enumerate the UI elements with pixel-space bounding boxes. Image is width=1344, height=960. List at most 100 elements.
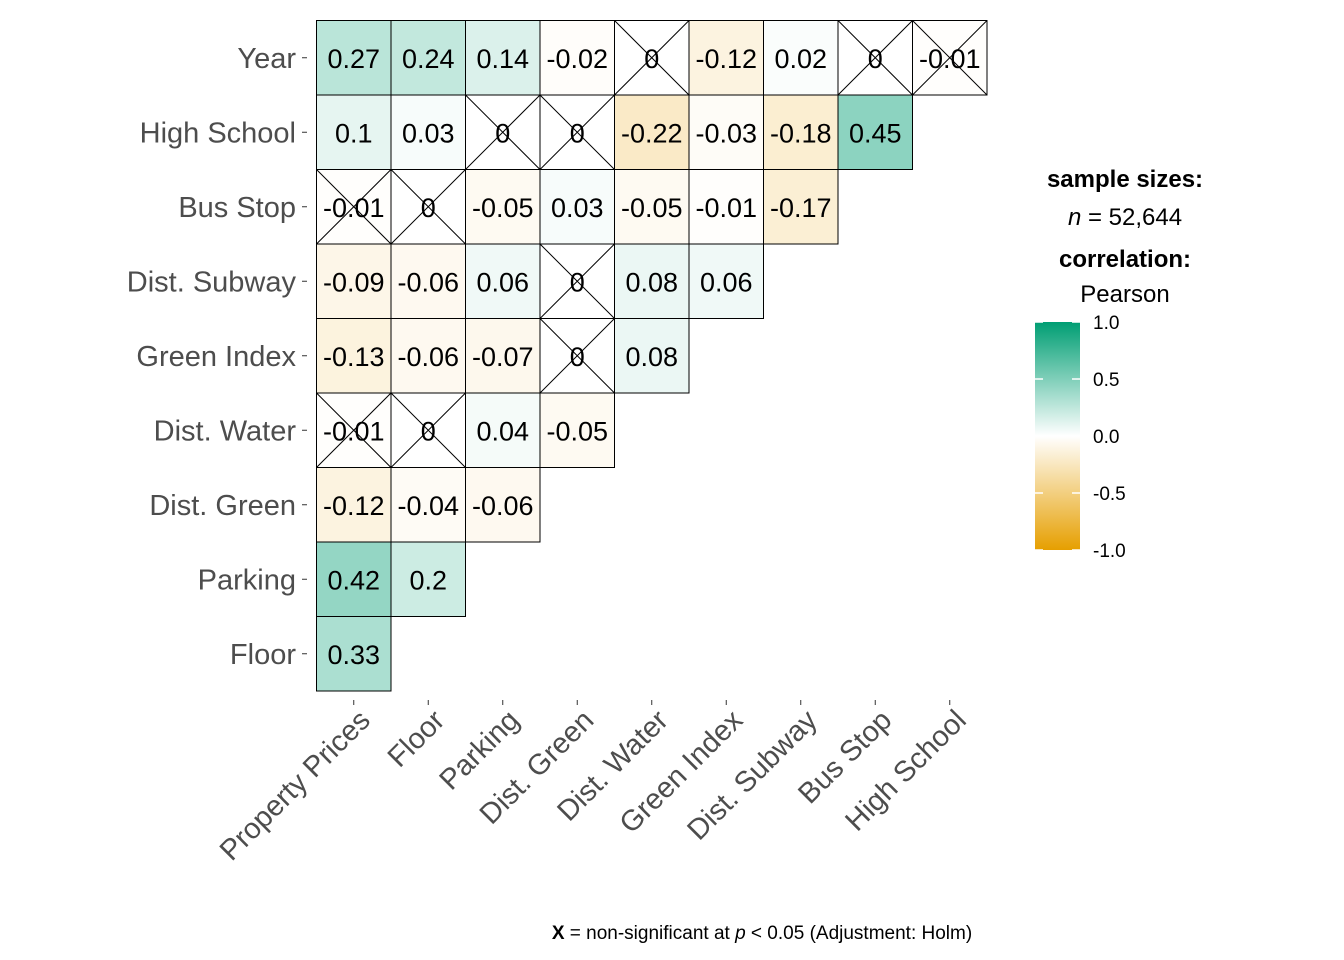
caption-text-2: < 0.05 (Adjustment: Holm) xyxy=(746,923,973,944)
cell-dist-green-parking: -0.06 xyxy=(465,467,541,543)
cell-value-label: -0.01 xyxy=(323,193,385,223)
cell-green-index-floor: -0.06 xyxy=(390,318,466,394)
heatmap-cell xyxy=(688,169,764,245)
cell-green-index-property-prices: -0.13 xyxy=(316,318,392,394)
cell-dist-water-floor: 0 xyxy=(390,392,466,468)
cell-year-floor: 0.24 xyxy=(390,20,466,96)
cell-year-green-index: -0.12 xyxy=(688,20,764,96)
legend-tick-label: 1.0 xyxy=(1093,313,1119,334)
x-tick-label: Property Prices xyxy=(214,704,377,867)
cell-value-label: -0.12 xyxy=(323,491,385,521)
non-significant-cross xyxy=(390,392,466,468)
cell-green-index-dist-water: 0.08 xyxy=(614,318,690,394)
cell-parking-floor: 0.2 xyxy=(390,541,466,617)
heatmap-cell xyxy=(465,318,541,394)
heatmap-cell xyxy=(763,20,839,96)
heatmap-cell xyxy=(688,20,764,96)
heatmap-cell xyxy=(465,169,541,245)
cell-dist-subway-dist-water: 0.08 xyxy=(614,243,690,319)
cell-year-property-prices: 0.27 xyxy=(316,20,392,96)
heatmap-cell xyxy=(614,318,690,394)
heatmap-cell xyxy=(390,541,466,617)
cell-value-label: 0.04 xyxy=(476,416,529,446)
cell-value-label: -0.01 xyxy=(323,416,385,446)
y-tick-label: Year xyxy=(237,43,296,75)
non-significant-cross xyxy=(837,20,913,96)
cell-dist-subway-floor: -0.06 xyxy=(390,243,466,319)
heatmap-cell xyxy=(763,169,839,245)
cell-high-school-floor: 0.03 xyxy=(390,94,466,170)
heatmap-cell xyxy=(539,20,615,96)
heatmap-cell xyxy=(539,169,615,245)
cell-high-school-dist-green: 0 xyxy=(539,94,615,170)
y-tick-label: High School xyxy=(140,117,296,149)
cell-value-label: 0.1 xyxy=(335,118,373,148)
cell-value-label: 0.33 xyxy=(327,640,380,670)
cell-value-label: -0.07 xyxy=(472,342,534,372)
caption-text-1: = non-significant at xyxy=(565,923,736,944)
cell-value-label: -0.09 xyxy=(323,267,385,297)
cell-value-label: 0.2 xyxy=(409,565,447,595)
cell-value-label: -0.22 xyxy=(621,118,683,148)
cell-dist-subway-dist-green: 0 xyxy=(539,243,615,319)
cell-value-label: -0.13 xyxy=(323,342,385,372)
heatmap-cell xyxy=(316,243,392,319)
heatmap-cell xyxy=(465,20,541,96)
y-tick-label: Bus Stop xyxy=(178,192,296,224)
cell-value-label: 0.06 xyxy=(700,267,753,297)
heatmap-cell xyxy=(614,94,690,170)
cell-value-label: 0 xyxy=(570,118,585,148)
legend-title-sample-sizes: sample sizes: xyxy=(1047,166,1203,193)
cell-value-label: -0.05 xyxy=(472,193,534,223)
cell-value-label: -0.05 xyxy=(621,193,683,223)
heatmap-cell xyxy=(316,541,392,617)
cell-value-label: -0.01 xyxy=(919,44,981,74)
x-tick-label: Floor xyxy=(382,704,452,774)
cell-dist-subway-property-prices: -0.09 xyxy=(316,243,392,319)
cell-dist-water-dist-green: -0.05 xyxy=(539,392,615,468)
cell-bus-stop-parking: -0.05 xyxy=(465,169,541,245)
heatmap-cell xyxy=(390,20,466,96)
cell-year-dist-green: -0.02 xyxy=(539,20,615,96)
legend-tick-label: 0.0 xyxy=(1093,427,1119,448)
y-axis: Year High School Bus Stop Dist. Subway Green… xyxy=(127,43,307,671)
cell-high-school-bus-stop: 0.45 xyxy=(837,94,913,170)
cell-dist-water-parking: 0.04 xyxy=(465,392,541,468)
cell-value-label: 0.27 xyxy=(327,44,380,74)
non-significant-cross xyxy=(316,392,392,468)
cell-value-label: -0.06 xyxy=(472,491,534,521)
cell-bus-stop-property-prices: -0.01 xyxy=(316,169,392,245)
cell-value-label: -0.02 xyxy=(546,44,608,74)
legend-n-symbol: n xyxy=(1068,204,1081,231)
cell-high-school-green-index: -0.03 xyxy=(688,94,764,170)
cell-value-label: -0.01 xyxy=(695,193,757,223)
cell-value-label: 0.03 xyxy=(551,193,604,223)
heatmap-cells: 0.27 0.24 0.14 -0.02 0 -0.12 0.02 0 -0.01 0.1 0.03… xyxy=(316,20,988,692)
cell-high-school-dist-water: -0.22 xyxy=(614,94,690,170)
cell-value-label: 0.45 xyxy=(849,118,902,148)
non-significant-cross xyxy=(539,94,615,170)
cell-year-bus-stop: 0 xyxy=(837,20,913,96)
cell-year-high-school: -0.01 xyxy=(912,20,988,96)
cell-value-label: -0.05 xyxy=(546,416,608,446)
cell-dist-green-property-prices: -0.12 xyxy=(316,467,392,543)
cell-value-label: -0.12 xyxy=(695,44,757,74)
cell-value-label: -0.06 xyxy=(397,267,459,297)
cell-year-dist-subway: 0.02 xyxy=(763,20,839,96)
cell-high-school-dist-subway: -0.18 xyxy=(763,94,839,170)
legend-tick-label: -0.5 xyxy=(1093,484,1126,505)
cell-value-label: 0 xyxy=(570,342,585,372)
heatmap-cell xyxy=(316,94,392,170)
y-tick-label: Dist. Subway xyxy=(127,266,297,298)
legend-n-value: = 52,644 xyxy=(1081,204,1182,231)
cell-high-school-parking: 0 xyxy=(465,94,541,170)
cell-value-label: 0 xyxy=(421,416,436,446)
cell-year-dist-water: 0 xyxy=(614,20,690,96)
heatmap-cell xyxy=(688,94,764,170)
legend: sample sizes: n = 52,644 correlation: Pe… xyxy=(1035,166,1203,562)
cell-value-label: 0.06 xyxy=(476,267,529,297)
heatmap-cell xyxy=(688,243,764,319)
legend-tick-label: -1.0 xyxy=(1093,541,1126,562)
non-significant-cross xyxy=(539,243,615,319)
